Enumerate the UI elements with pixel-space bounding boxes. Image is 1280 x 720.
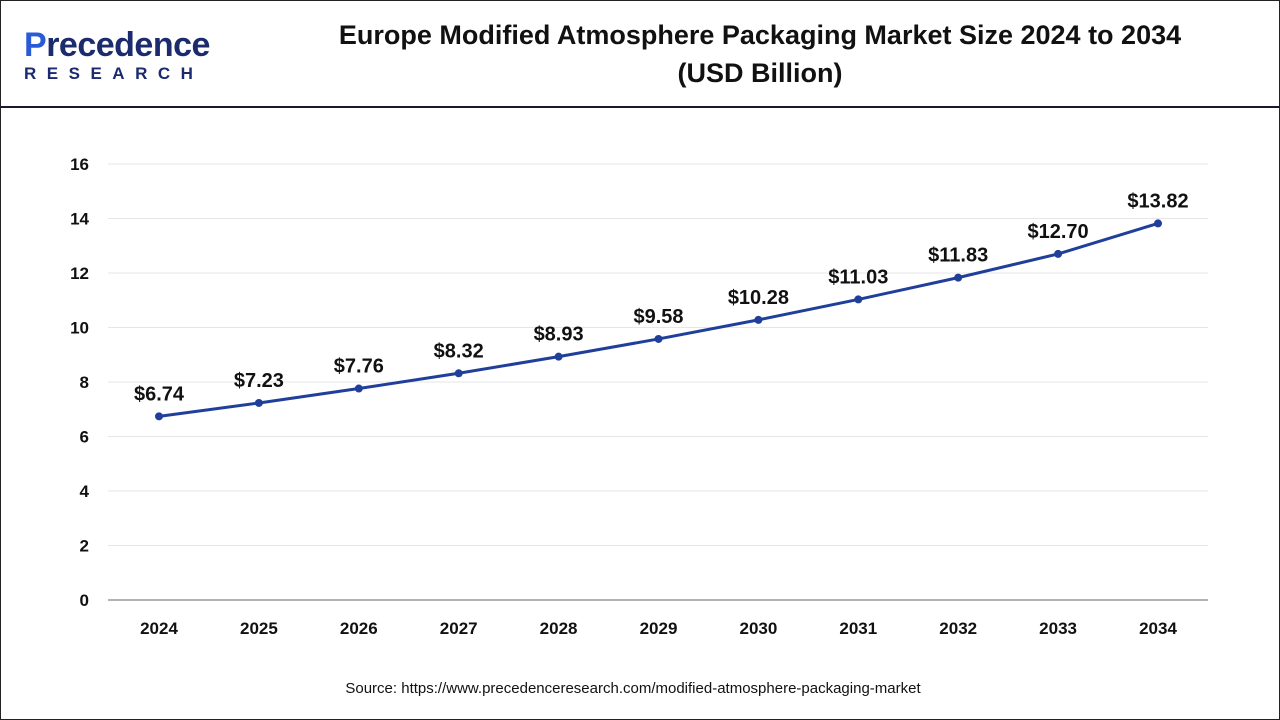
data-label: $7.23 [234, 370, 284, 392]
data-point [254, 398, 263, 407]
y-tick-label: 2 [80, 537, 89, 556]
data-label: $11.03 [828, 266, 888, 288]
logo-text: Precedence [24, 26, 210, 64]
data-label: $6.74 [134, 383, 185, 405]
x-tick-label: 2030 [739, 619, 777, 638]
x-tick-label: 2029 [640, 619, 678, 638]
y-tick-label: 4 [80, 482, 90, 501]
data-point [454, 369, 463, 378]
x-tick-label: 2034 [1139, 619, 1177, 638]
y-tick-label: 6 [80, 428, 89, 447]
chart-title: Europe Modified Atmosphere Packaging Mar… [260, 16, 1260, 92]
data-point [1054, 249, 1063, 258]
x-tick-label: 2025 [240, 619, 278, 638]
x-tick-label: 2027 [440, 619, 478, 638]
data-label: $13.82 [1127, 190, 1188, 212]
data-point [354, 384, 363, 393]
data-label: $12.70 [1028, 221, 1089, 243]
x-tick-label: 2026 [340, 619, 378, 638]
data-point [954, 273, 963, 282]
x-tick-label: 2028 [540, 619, 578, 638]
data-point [155, 412, 163, 421]
data-label: $11.83 [928, 245, 988, 267]
data-label: $9.58 [633, 306, 683, 328]
y-tick-label: 0 [80, 591, 89, 610]
x-tick-label: 2032 [939, 619, 977, 638]
y-tick-label: 14 [70, 210, 89, 229]
data-label: $8.32 [434, 340, 484, 362]
logo-subtext: RESEARCH [24, 64, 204, 83]
title-line-1: Europe Modified Atmosphere Packaging Mar… [338, 20, 1182, 50]
title-line-2: (USD Billion) [677, 58, 843, 88]
source-text: Source: https://www.precedenceresearch.c… [345, 680, 921, 697]
logo: Precedence RESEARCH [24, 28, 210, 84]
x-tick-label: 2024 [140, 619, 178, 638]
y-tick-label: 16 [70, 155, 89, 174]
y-tick-label: 8 [80, 373, 89, 392]
data-point [654, 334, 663, 343]
data-label: $8.93 [534, 324, 584, 346]
data-label: $7.76 [334, 356, 384, 378]
y-tick-label: 10 [70, 319, 89, 338]
header: Precedence RESEARCH Europe Modified Atmo… [0, 0, 1280, 108]
data-point [854, 295, 863, 304]
y-tick-label: 12 [70, 264, 89, 283]
data-label: $10.28 [728, 287, 789, 309]
x-tick-label: 2031 [839, 619, 877, 638]
x-tick-label: 2033 [1039, 619, 1077, 638]
data-point [754, 315, 763, 324]
data-point [554, 352, 563, 361]
data-point [1154, 219, 1162, 228]
